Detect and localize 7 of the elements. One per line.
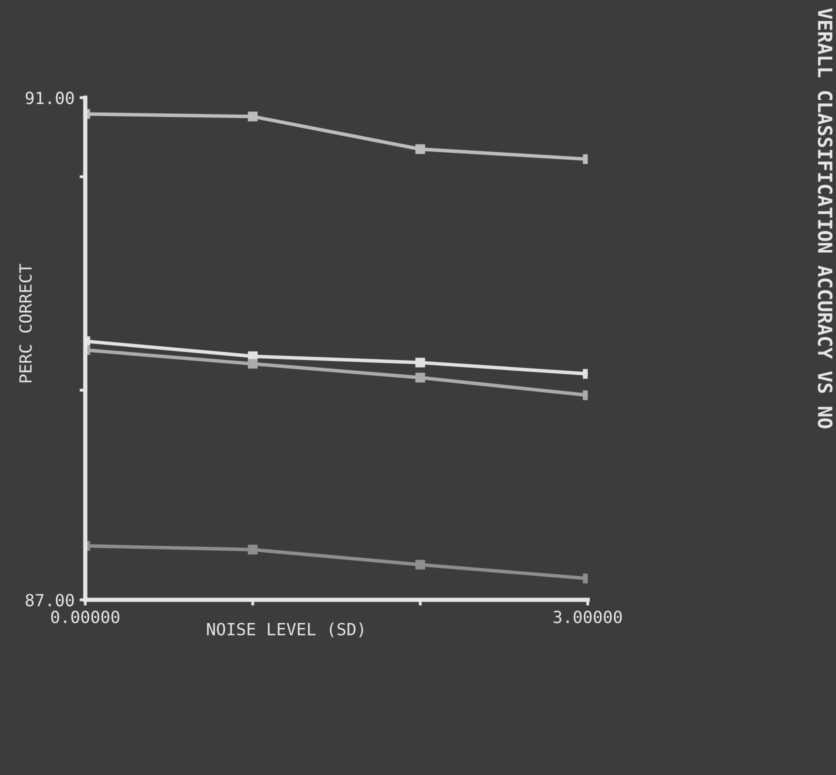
y-tick-label: 91.00 — [26, 92, 74, 104]
y-axis-title: PERC CORRECT — [19, 264, 32, 382]
x-axis-title: NOISE LEVEL (SD) — [207, 622, 364, 638]
text: VERALL CLASSIFICATION ACCURACY VS NO — [818, 8, 833, 428]
x-tick-label: 3.00000 — [554, 610, 622, 624]
y-tick-label: 87.00 — [26, 594, 74, 606]
x-tick-label: 0.00000 — [51, 610, 120, 624]
